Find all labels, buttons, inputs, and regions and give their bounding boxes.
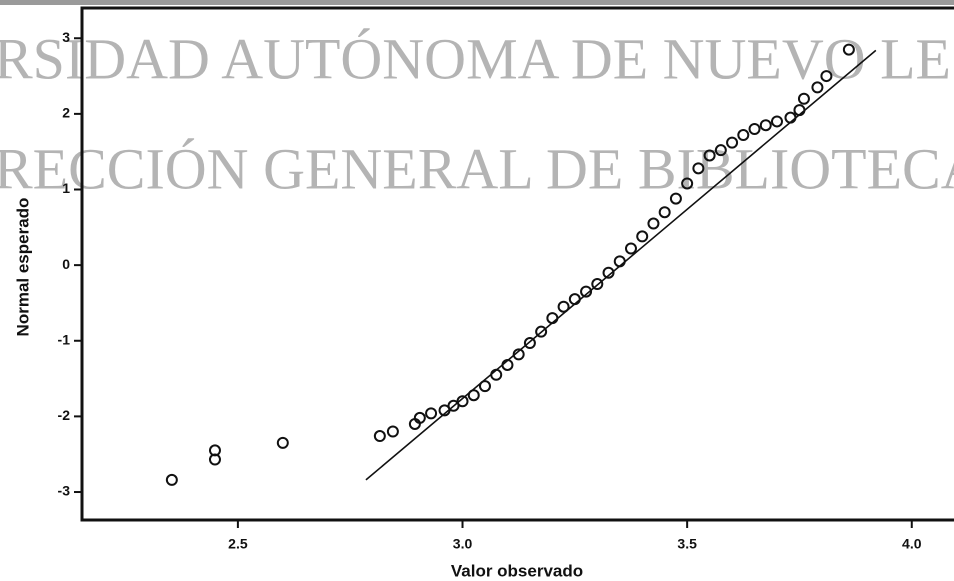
data-point: [624, 242, 637, 255]
y-tick-label: 3: [62, 29, 70, 45]
y-tick-label: 2: [62, 105, 70, 121]
data-point: [580, 285, 593, 298]
data-point: [456, 395, 469, 408]
title-bar: [0, 0, 954, 5]
y-tick-label: -2: [58, 407, 71, 423]
data-point: [546, 312, 559, 325]
data-point: [478, 380, 491, 393]
watermark: RECCIÓN GENERAL DE BIBLIOTECAS: [0, 136, 954, 201]
data-point: [557, 300, 570, 313]
data-point: [386, 425, 399, 438]
data-point: [737, 129, 750, 142]
x-tick-label: 4.0: [902, 536, 922, 552]
data-point: [276, 436, 289, 449]
data-point: [438, 404, 451, 417]
data-point: [447, 399, 460, 412]
data-point: [490, 368, 503, 381]
y-axis-label: Normal esperado: [13, 198, 32, 337]
watermark: RSIDAD AUTÓNOMA DE NUEVO LE: [0, 26, 951, 91]
data-point: [797, 92, 810, 105]
x-axis-label: Valor observado: [451, 561, 583, 580]
y-tick-label: 1: [62, 180, 70, 196]
data-point: [647, 217, 660, 230]
data-point: [784, 111, 797, 124]
data-point: [568, 293, 581, 306]
data-point: [748, 123, 761, 136]
data-point: [535, 325, 548, 338]
data-point: [512, 348, 525, 361]
data-point: [714, 144, 727, 157]
data-point: [692, 162, 705, 175]
data-point: [501, 358, 514, 371]
data-point: [669, 192, 682, 205]
x-tick-label: 2.5: [228, 536, 248, 552]
data-point: [425, 407, 438, 420]
data-point: [602, 266, 615, 279]
data-point: [208, 453, 221, 466]
data-point: [703, 149, 716, 162]
y-tick-label: -1: [58, 331, 71, 347]
data-point: [793, 104, 806, 117]
data-point: [759, 119, 772, 132]
x-tick-label: 3.0: [453, 536, 473, 552]
y-tick-label: 0: [62, 256, 70, 272]
data-point: [591, 278, 604, 291]
data-point: [373, 430, 386, 443]
data-point: [467, 389, 480, 402]
data-point: [613, 255, 626, 268]
data-point: [811, 81, 824, 94]
data-point: [658, 206, 671, 219]
data-point: [842, 43, 855, 56]
data-point: [681, 177, 694, 190]
y-tick-label: -3: [58, 483, 71, 499]
data-point: [726, 136, 739, 149]
data-point: [413, 411, 426, 424]
data-point: [523, 337, 536, 350]
data-point: [770, 115, 783, 128]
data-point: [636, 230, 649, 243]
x-tick-label: 3.5: [677, 536, 697, 552]
plot-frame: [80, 6, 954, 522]
data-point: [165, 473, 178, 486]
data-point: [820, 70, 833, 83]
